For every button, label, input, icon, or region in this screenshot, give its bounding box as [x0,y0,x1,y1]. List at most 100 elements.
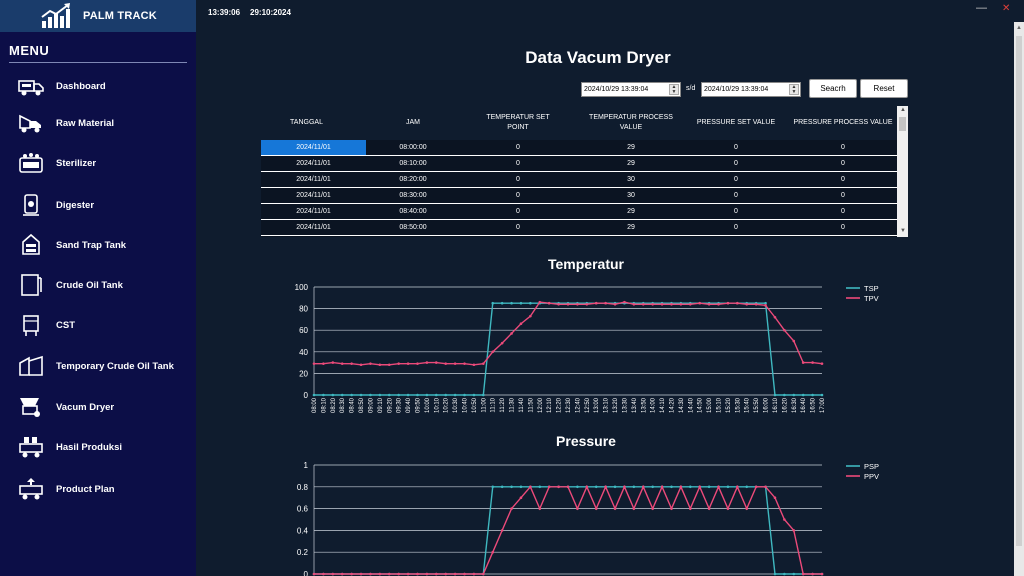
table-cell[interactable]: 0 [841,144,845,151]
table-cell[interactable]: 29 [627,208,635,215]
table-cell[interactable]: 2024/11/01 [261,140,366,155]
sidebar-item-hasil-produksi[interactable]: Hasil Produksi [0,429,196,465]
table-cell[interactable]: 0 [516,160,520,167]
table-cell[interactable]: 2024/11/01 [296,160,331,167]
table-cell[interactable]: 2024/11/01 [296,224,331,231]
scroll-down-icon[interactable]: ▼ [900,228,906,234]
table-cell[interactable]: 0 [734,224,738,231]
app-title: PALM TRACK [83,10,157,22]
plan-icon [19,478,43,500]
data-point [604,485,607,489]
data-point [783,393,786,397]
table-cell[interactable]: 08:10:00 [399,160,427,167]
sidebar-item-raw-material[interactable]: Raw Material [0,105,196,141]
sidebar-item-label: CST [56,319,75,331]
sidebar-item-cst[interactable]: CST [0,307,196,343]
data-point [754,302,758,306]
x-tick-label: 11:40 [519,397,525,412]
table-cell[interactable]: 0 [734,208,738,215]
table-row[interactable]: 2024/11/01 08:50:00 0 29 0 0 [261,220,897,236]
table-row[interactable]: 2024/11/01 08:30:00 0 30 0 0 [261,188,897,204]
table-cell[interactable]: 08:00:00 [399,144,427,151]
sidebar-item-sand-trap-tank[interactable]: Sand Trap Tank [0,227,196,263]
sidebar-item-sterilizer[interactable]: Sterilizer [0,145,196,181]
table-row[interactable]: 2024/11/01 08:40:00 0 29 0 0 [261,204,897,220]
sidebar-item-digester[interactable]: Digester [0,187,196,223]
table-row[interactable]: 2024/11/01 08:10:00 0 29 0 0 [261,156,897,172]
table-cell[interactable]: 0 [841,208,845,215]
search-button[interactable]: Seacrh [809,79,857,98]
table-scrollbar[interactable]: ▲ ▼ [897,106,908,237]
table-row[interactable]: 2024/11/01 08:00:00 0 29 0 0 [261,140,897,156]
x-tick-label: 14:50 [698,397,704,413]
table-cell[interactable]: 08:20:00 [399,176,427,183]
date-from-value: 2024/10/29 13:39:04 [584,86,649,93]
data-point [736,485,739,489]
table-cell[interactable]: 0 [841,224,845,231]
table-cell[interactable]: 0 [841,160,845,167]
data-point [491,550,495,554]
data-point [510,301,513,305]
table-cell[interactable]: 0 [841,176,845,183]
table-cell[interactable]: 29 [627,160,635,167]
reset-button[interactable]: Reset [860,79,908,98]
sidebar-item-temporary-crude-oil-tank[interactable]: Temporary Crude Oil Tank [0,348,196,384]
table-cell[interactable]: 0 [734,144,738,151]
close-icon[interactable]: ✕ [1002,3,1011,14]
x-tick-label: 12:40 [575,397,581,413]
sidebar-item-dashboard[interactable]: Dashboard [0,68,196,104]
table-row[interactable]: 2024/11/01 08:20:00 0 30 0 0 [261,172,897,188]
data-point [726,485,730,489]
scroll-up-icon[interactable]: ▲ [1016,25,1022,31]
table-cell[interactable]: 0 [516,176,520,183]
data-point [340,393,344,397]
scrollbar-thumb[interactable] [1016,36,1022,546]
table-cell[interactable]: 2024/11/01 [296,208,331,215]
x-tick-label: 08:30 [340,397,346,413]
x-tick-label: 12:10 [547,397,553,413]
data-point [792,529,796,532]
table-cell[interactable]: 2024/11/01 [296,176,331,183]
table-cell[interactable]: 0 [516,144,520,151]
data-point [801,572,805,576]
table-cell[interactable]: 08:50:00 [399,224,427,231]
table-cell[interactable]: 08:40:00 [399,208,427,215]
table-cell[interactable]: 29 [627,144,635,151]
sidebar-item-crude-oil-tank[interactable]: Crude Oil Tank [0,267,196,303]
scrollbar-thumb[interactable] [899,117,906,131]
table-cell[interactable]: 30 [627,176,635,183]
scroll-up-icon[interactable]: ▲ [900,107,906,113]
sidebar-item-product-plan[interactable]: Product Plan [0,471,196,507]
x-tick-label: 08:10 [321,397,327,413]
table-cell[interactable]: 08:30:00 [399,192,427,199]
y-tick-label: 0.2 [297,548,309,557]
x-tick-label: 08:00 [312,397,318,413]
data-point [707,302,711,306]
page-scrollbar[interactable]: ▲ [1014,22,1024,576]
sidebar-item-label: Sterilizer [56,157,97,169]
data-point [670,507,673,510]
table-cell[interactable]: 0 [516,192,520,199]
data-point [698,301,702,305]
data-point [331,393,335,397]
sidebar-item-vacum-dryer[interactable]: Vacum Dryer [0,389,196,425]
data-point [416,393,419,397]
spin-icon[interactable]: ▲ ▼ [789,84,799,95]
date-to-input[interactable]: 2024/10/29 13:39:04 ▲ ▼ [701,82,801,97]
table-cell[interactable]: 0 [516,224,520,231]
table-cell[interactable]: 29 [627,224,635,231]
table-cell[interactable]: 0 [734,176,738,183]
date-from-input[interactable]: 2024/10/29 13:39:04 ▲ ▼ [581,82,681,97]
table-cell[interactable]: 30 [627,192,635,199]
x-tick-label: 10:10 [434,397,440,413]
digester-icon [23,194,39,216]
spin-icon[interactable]: ▲ ▼ [669,84,679,95]
table-cell[interactable]: 0 [516,208,520,215]
minimize-icon[interactable]: — [976,2,987,14]
data-point [369,393,372,397]
table-cell[interactable]: 0 [734,160,738,167]
table-cell[interactable]: 2024/11/01 [296,192,331,199]
table-cell[interactable]: 0 [841,192,845,199]
table-header: TANGGAL JAM TEMPERATUR SET POINT TEMPERA… [261,106,897,140]
table-cell[interactable]: 0 [734,192,738,199]
